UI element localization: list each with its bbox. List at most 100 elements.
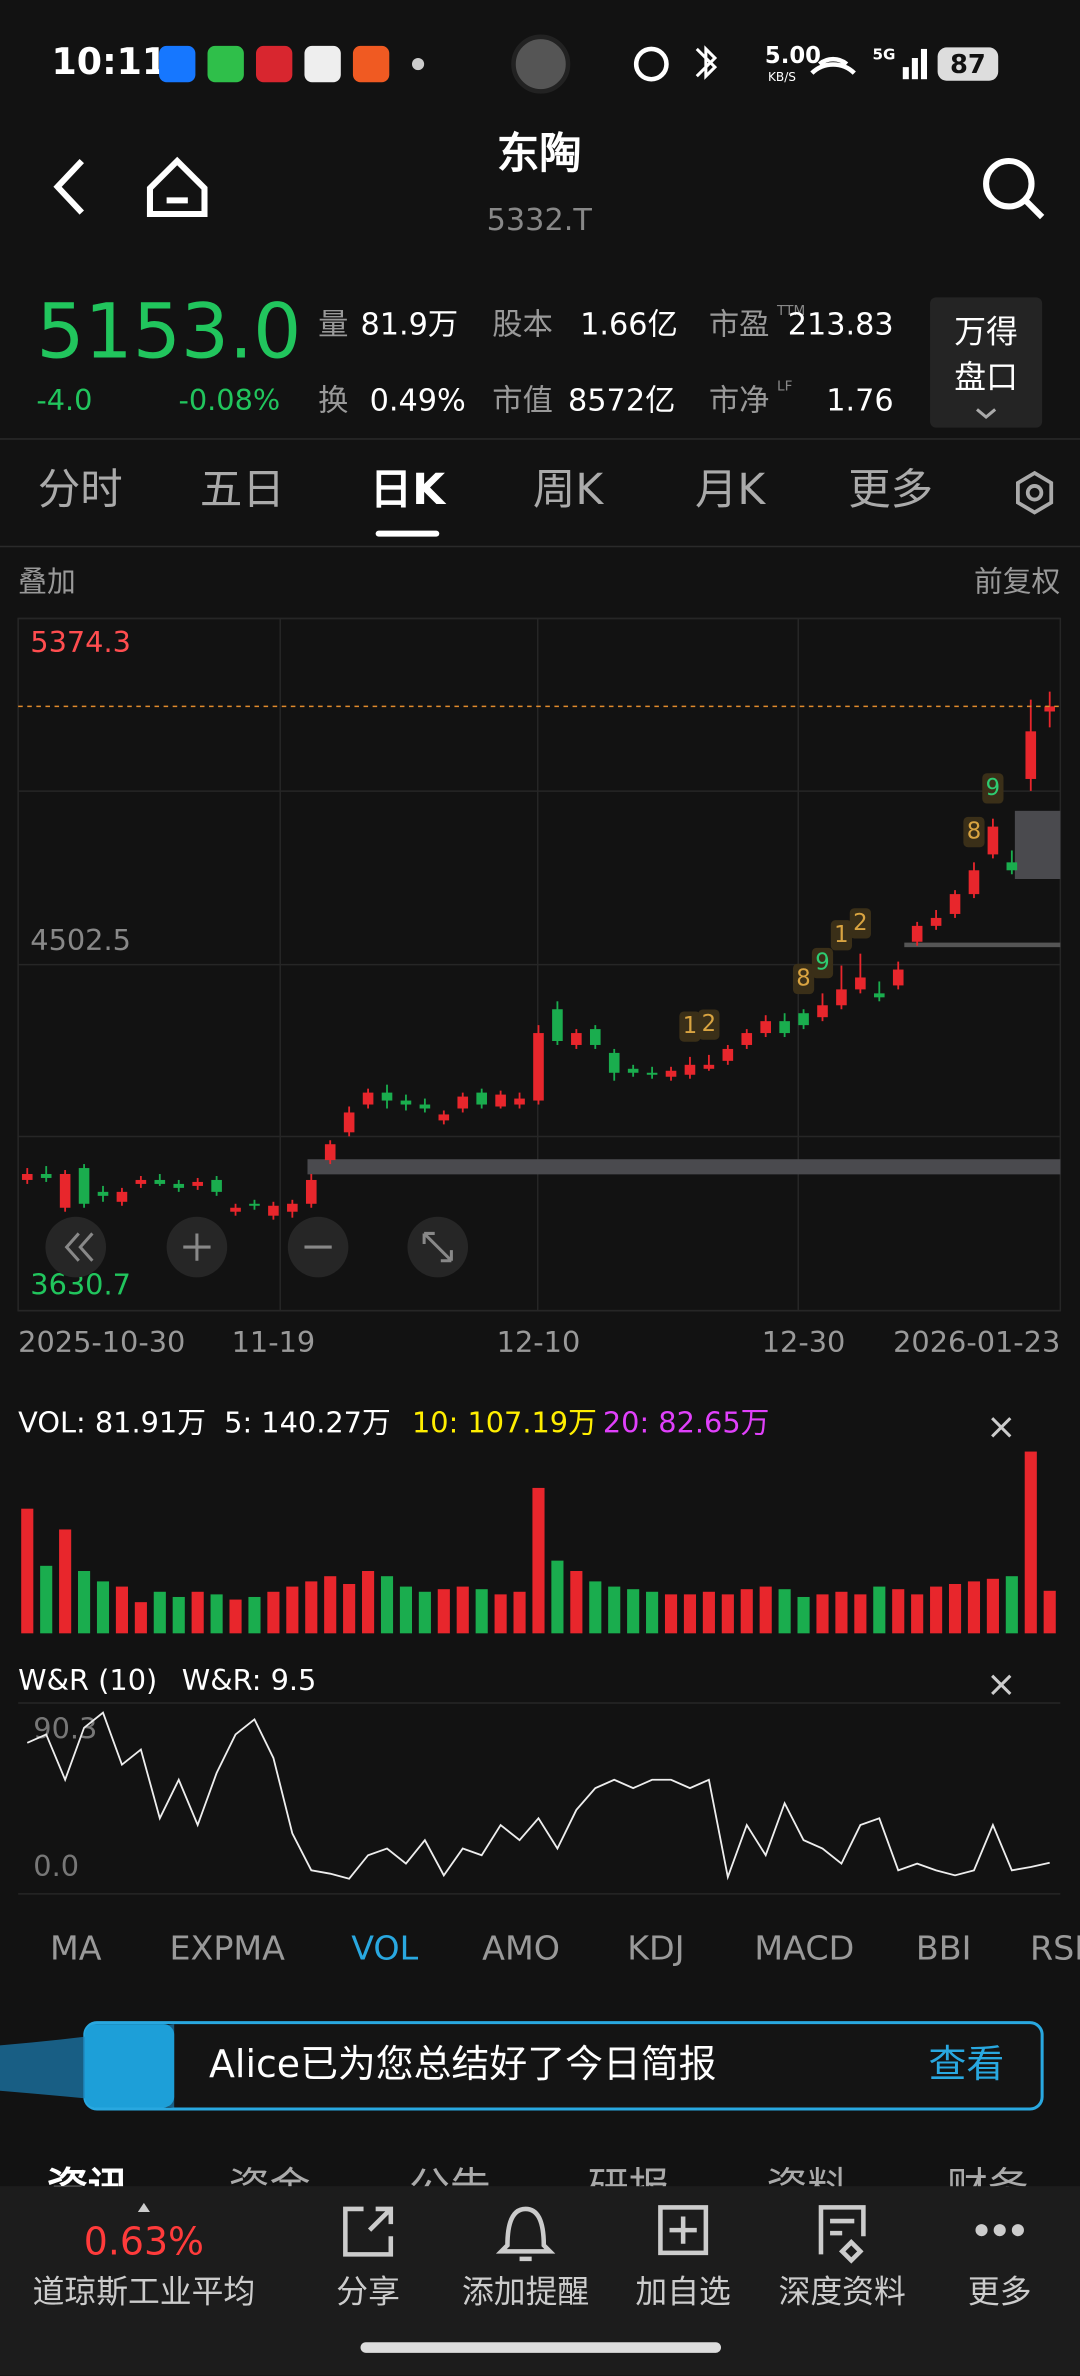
action-label[interactable]: 加自选: [635, 2274, 730, 2311]
depth-button[interactable]: [930, 297, 1043, 428]
candle-body: [438, 1114, 450, 1121]
tab[interactable]: 日K: [370, 466, 447, 515]
home-indicator: [360, 2342, 722, 2353]
candle-body: [741, 1033, 753, 1045]
close-button[interactable]: [991, 1674, 1012, 1695]
y-tick-label: 4502.5: [30, 923, 131, 957]
volume-bar: [380, 1576, 394, 1634]
signal-label: 2: [853, 910, 867, 936]
overlay-button[interactable]: 叠加: [18, 565, 76, 599]
volume-bar: [437, 1589, 450, 1634]
candle-body: [1025, 731, 1037, 779]
signal-label: 8: [967, 819, 981, 845]
candle-body: [646, 1072, 658, 1075]
volume-bar: [305, 1581, 318, 1634]
candle-body: [627, 1068, 639, 1073]
candle-body: [589, 1029, 601, 1045]
volume-bar: [21, 1508, 34, 1634]
tab[interactable]: 周K: [533, 466, 604, 515]
x-tick-label: 12-10: [497, 1325, 581, 1359]
stat-label: 股本: [492, 308, 553, 343]
volume-bar: [911, 1594, 924, 1634]
indicator-tab[interactable]: VOL: [351, 1928, 418, 1967]
stat-value: 1.66亿: [580, 308, 678, 343]
volume-bar: [551, 1560, 564, 1634]
signal-badge: [698, 1009, 720, 1040]
signal-label: 2: [702, 1011, 716, 1037]
divider: [0, 438, 1080, 440]
tab[interactable]: 更多: [848, 466, 933, 515]
stat-value: 0.49%: [370, 383, 466, 418]
candle-body: [59, 1174, 71, 1208]
action-label[interactable]: 添加提醒: [462, 2274, 589, 2311]
stat-label: 量: [318, 308, 348, 343]
settings-button[interactable]: [1016, 470, 1054, 515]
candle-body: [381, 1092, 393, 1101]
volume-bar: [532, 1487, 545, 1634]
indicator-tab[interactable]: MACD: [754, 1928, 854, 1967]
adjust-button[interactable]: 前复权: [974, 565, 1060, 599]
notification-icons: [159, 34, 999, 94]
stat-value: 1.76: [826, 383, 893, 418]
volume-bar: [267, 1591, 280, 1634]
signal-badge: [830, 920, 853, 951]
candle-body: [249, 1203, 260, 1206]
candle-body: [419, 1104, 431, 1109]
stat-label: 市盈: [709, 308, 770, 343]
indicator-tab[interactable]: AMO: [482, 1928, 560, 1967]
candle-body: [514, 1098, 525, 1105]
volume-bar: [835, 1591, 848, 1634]
indicator-tab[interactable]: MA: [50, 1928, 102, 1967]
stat-value: 81.9万: [361, 308, 459, 343]
action-label[interactable]: 分享: [336, 2274, 400, 2311]
indicator-tab[interactable]: KDJ: [627, 1928, 684, 1967]
stat-label: 市净: [709, 383, 770, 418]
candle-body: [1044, 706, 1056, 712]
indicator-tab[interactable]: EXPMA: [169, 1928, 285, 1967]
wr-line: [26, 1711, 1050, 1881]
volume-bar: [286, 1586, 299, 1634]
action-icons: [343, 2205, 1024, 2264]
signal-label: 1: [683, 1013, 697, 1039]
index-name[interactable]: 道琼斯工业平均: [33, 2274, 256, 2311]
candle-body: [873, 993, 885, 998]
back-button[interactable]: [53, 158, 85, 215]
volume-bar: [570, 1571, 583, 1634]
volume-bar: [153, 1591, 166, 1634]
stat-label: 市值: [492, 383, 553, 418]
divider: [0, 545, 1080, 548]
close-button[interactable]: [991, 1417, 1012, 1438]
indicator-tab[interactable]: BBI: [916, 1928, 972, 1967]
volume-bar: [513, 1591, 526, 1634]
volume-bar: [399, 1586, 413, 1634]
candle-body: [40, 1174, 52, 1178]
zoom-controls[interactable]: [45, 1216, 469, 1278]
signal-label: 9: [986, 775, 1000, 801]
candle-body: [135, 1179, 147, 1184]
tab[interactable]: 分时: [38, 466, 123, 515]
candle-body: [571, 1033, 582, 1045]
candle-body: [457, 1096, 469, 1109]
banner-action[interactable]: 查看: [929, 2042, 1005, 2086]
tab[interactable]: 月K: [695, 466, 766, 515]
search-button[interactable]: [983, 157, 1045, 220]
volume-bar: [229, 1599, 242, 1634]
vol-ma20: 20: 82.65万: [603, 1405, 770, 1439]
volume-bar: [646, 1591, 659, 1634]
vol-label: VOL: 81.91万: [18, 1405, 206, 1439]
candle-body: [855, 977, 866, 990]
net-speed: 5.00: [765, 43, 821, 69]
tab[interactable]: 五日: [200, 466, 285, 515]
action-label[interactable]: 深度资料: [779, 2274, 906, 2311]
indicator-tab[interactable]: RSI: [1030, 1928, 1080, 1967]
depth-label: 盘口: [954, 359, 1018, 396]
support-band: [307, 1159, 1061, 1175]
candle-body: [722, 1048, 734, 1061]
candle-body: [400, 1100, 412, 1105]
index-pct[interactable]: 0.63%: [84, 2219, 204, 2263]
action-label[interactable]: 更多: [968, 2274, 1032, 2311]
home-button[interactable]: [146, 156, 208, 218]
vol-ma10: 10: 107.19万: [412, 1405, 597, 1439]
